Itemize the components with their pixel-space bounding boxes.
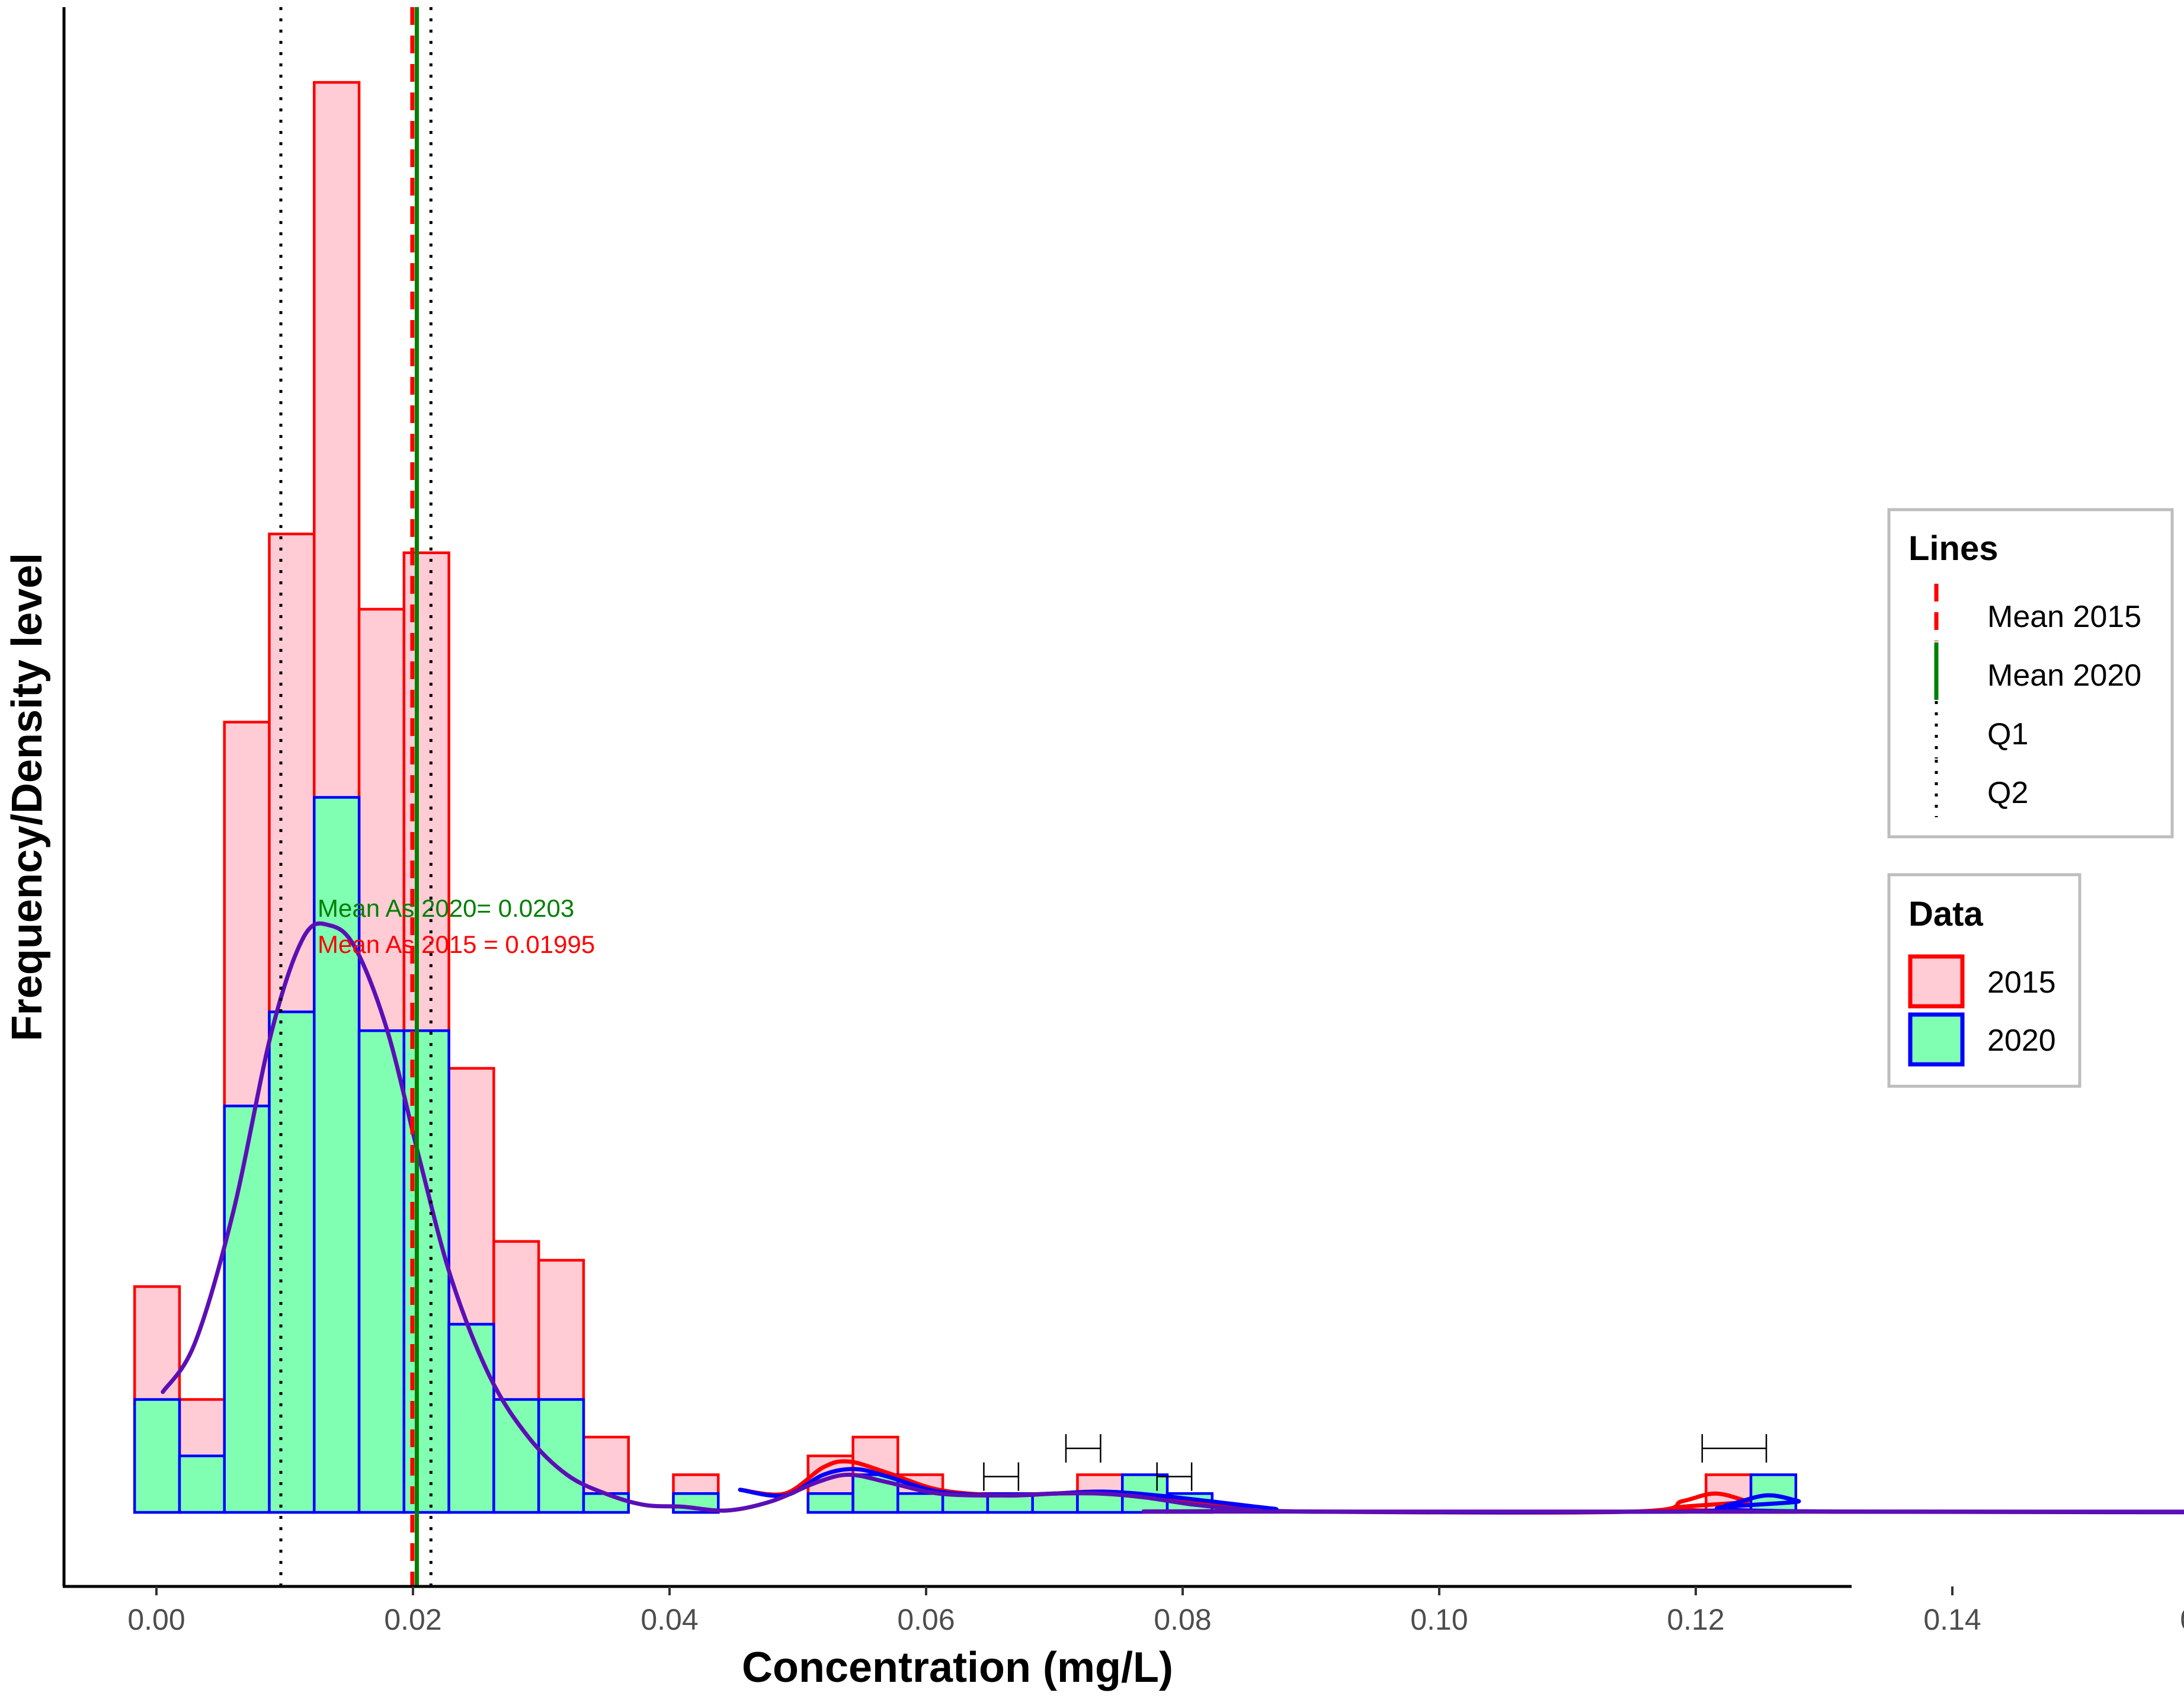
legend-lines: Lines Mean 2015 Mean 2020 Q1 Q2: [1887, 508, 2174, 839]
bar-2020-17: [896, 1492, 944, 1514]
bar-2020-15: [806, 1492, 854, 1514]
y-axis-title: Frequency/Density level: [4, 553, 51, 1041]
whiskers: [983, 1434, 1767, 1491]
bar-2020-5: [357, 1029, 406, 1514]
legend-label-mean-2015: Mean 2015: [1987, 600, 2141, 634]
bar-2020-8: [492, 1398, 540, 1514]
whisker-0: [1065, 1434, 1101, 1463]
bar-2020-3: [268, 1010, 316, 1514]
bar-2020-0: [133, 1398, 181, 1514]
density-curve-2: [161, 921, 2184, 1514]
legend-key-2020: [1908, 1012, 1965, 1067]
x-tick-label-1: 0.02: [384, 1603, 441, 1636]
x-tick-label-3: 0.06: [897, 1603, 955, 1636]
legend-data: Data 2015 2020: [1887, 873, 2081, 1088]
legend-label-mean-2020: Mean 2020: [1987, 658, 2141, 693]
legend-key-2015: [1908, 954, 1965, 1009]
bar-2020-10: [582, 1492, 630, 1514]
bar-2020-2: [223, 1104, 271, 1514]
whisker-2: [1156, 1462, 1193, 1491]
reference-lines: [279, 7, 433, 1586]
bar-2020-7: [447, 1323, 495, 1514]
x-tick-label-4: 0.08: [1154, 1603, 1211, 1636]
legend-data-title: Data: [1908, 895, 1983, 933]
legend-label-q2: Q2: [1987, 776, 2028, 810]
bar-2020-1: [178, 1454, 226, 1514]
x-tick-label-2: 0.04: [641, 1603, 698, 1636]
x-tick-label-0: 0.00: [127, 1603, 185, 1636]
whisker-3: [1701, 1434, 1767, 1463]
whisker-1: [983, 1462, 1020, 1491]
x-tick-label-6: 0.12: [1667, 1603, 1724, 1636]
x-axis-ticks: 0.000.020.040.060.080.100.120.140.160.18…: [127, 1586, 2184, 1636]
density-curves: [161, 921, 2184, 1515]
legend-label-2020: 2020: [1987, 1023, 2056, 1058]
annotation-mean-2020: Mean As 2020= 0.0203: [318, 894, 574, 922]
x-tick-label-8: 0.16: [2180, 1603, 2184, 1636]
x-tick-label-5: 0.10: [1410, 1603, 1468, 1636]
x-tick-label-7: 0.14: [1923, 1603, 1981, 1636]
x-axis-title: Concentration (mg/L): [742, 1644, 1173, 1691]
legend-label-2015: 2015: [1987, 965, 2056, 1000]
legend-lines-title: Lines: [1908, 529, 1999, 568]
annotation-mean-2015: Mean As 2015 = 0.01995: [318, 930, 595, 958]
legend-label-q1: Q1: [1987, 717, 2028, 751]
